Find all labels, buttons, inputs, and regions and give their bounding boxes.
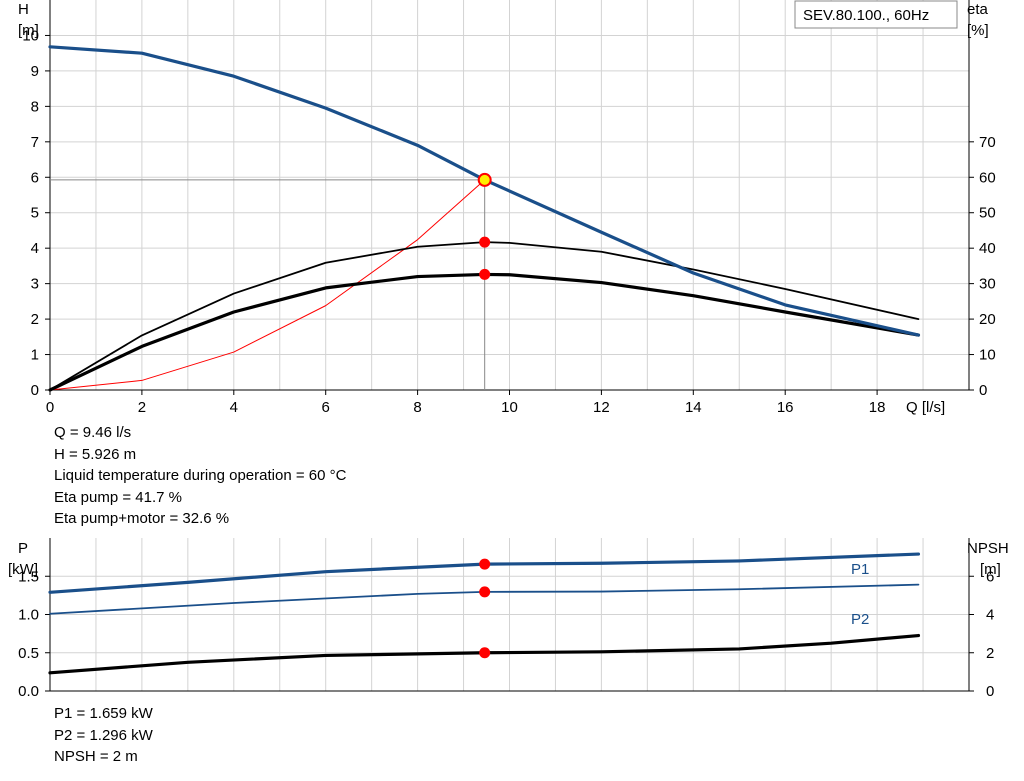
operating-point-info: Q = 9.46 l/s H = 5.926 m Liquid temperat… — [54, 422, 346, 530]
npsh-y-axis-title: NPSH — [967, 540, 1009, 557]
npsh-y-right-tick-label: 0 — [986, 683, 994, 700]
npsh-y-axis-unit: [m] — [980, 561, 1001, 578]
npsh-readout: NPSH = 2 m — [54, 748, 138, 765]
y-left-axis-title: H — [18, 1, 29, 18]
y-left-tick-label: 9 — [31, 63, 39, 80]
x-tick-label: 16 — [777, 399, 794, 416]
y-left-tick-label: 4 — [31, 240, 39, 257]
y-left-axis-unit: [m] — [18, 22, 39, 39]
head-readout: H = 5.926 m — [54, 445, 137, 463]
head-duty-marker — [477, 172, 492, 187]
y-right-tick-label: 70 — [979, 134, 996, 151]
y-right-tick-label: 40 — [979, 240, 996, 257]
head-curve — [48, 45, 921, 337]
y-left-tick-label: 3 — [31, 276, 39, 293]
system-curve — [49, 179, 486, 391]
npsh-y-right-tick-label: 2 — [986, 645, 994, 662]
y-right-tick-label: 50 — [979, 205, 996, 222]
y-right-tick-label: 10 — [979, 347, 996, 364]
p2-duty-marker — [479, 586, 491, 598]
y-left-tick-label: 0 — [31, 382, 39, 399]
npsh-y-right-tick-label: 6 — [986, 568, 994, 585]
power-y-axis-title: P — [18, 540, 28, 557]
x-tick-label: 8 — [413, 399, 421, 416]
y-right-axis-unit: [%] — [967, 22, 989, 39]
y-right-tick-label: 0 — [979, 382, 987, 399]
x-tick-label: 12 — [593, 399, 610, 416]
y-right-tick-label: 30 — [979, 276, 996, 293]
p2-series-label: P2 — [851, 611, 869, 628]
y-left-tick-label: 5 — [31, 205, 39, 222]
y-right-tick-label: 60 — [979, 169, 996, 186]
chart-title-box — [794, 0, 958, 29]
x-tick-label: 4 — [230, 399, 238, 416]
liquid-temperature-readout: Liquid temperature during operation = 60… — [54, 467, 347, 484]
power-y-left-tick-label: 0.5 — [18, 645, 39, 662]
eta-pump-readout: Eta pump = 41.7 % — [54, 488, 182, 506]
y-left-tick-label: 2 — [31, 311, 39, 328]
y-right-tick-label: 20 — [979, 311, 996, 328]
x-tick-label: 0 — [46, 399, 54, 416]
x-tick-label: 6 — [322, 399, 330, 416]
power-y-left-tick-label: 1.0 — [18, 607, 39, 624]
power-y-left-tick-label: 0.0 — [18, 683, 39, 700]
eta-total-duty-marker — [479, 268, 491, 280]
x-tick-label: 14 — [685, 399, 702, 416]
p2-readout: P2 = 1.296 kW — [54, 726, 153, 744]
p1-readout: P1 = 1.659 kW — [54, 705, 153, 722]
x-axis-title: Q [l/s] — [906, 399, 945, 416]
npsh-y-right-tick-label: 4 — [986, 607, 994, 624]
y-left-tick-label: 7 — [31, 134, 39, 151]
power-y-axis-unit: [kW] — [8, 561, 38, 578]
p1-series-label: P1 — [851, 561, 869, 578]
y-right-axis-title: eta — [967, 1, 989, 18]
x-tick-label: 2 — [138, 399, 146, 416]
eta-total-readout: Eta pump+motor = 32.6 % — [54, 510, 230, 527]
y-left-tick-label: 1 — [31, 347, 39, 364]
npsh-curve — [48, 633, 921, 675]
x-tick-label: 10 — [501, 399, 518, 416]
p1-duty-marker — [479, 558, 491, 570]
y-left-tick-label: 10 — [22, 27, 39, 44]
power-point-info: P1 = 1.659 kW P2 = 1.296 kW NPSH = 2 m — [54, 703, 153, 768]
x-tick-label: 18 — [869, 399, 886, 416]
y-left-tick-label: 8 — [31, 98, 39, 115]
npsh-duty-marker — [479, 647, 491, 659]
flow-readout: Q = 9.46 l/s — [54, 424, 132, 441]
y-left-tick-label: 6 — [31, 169, 39, 186]
eta-pump-duty-marker — [479, 236, 491, 248]
power-y-left-tick-label: 1.5 — [18, 568, 39, 585]
chart-title: SEV.80.100., 60Hz — [803, 7, 929, 24]
